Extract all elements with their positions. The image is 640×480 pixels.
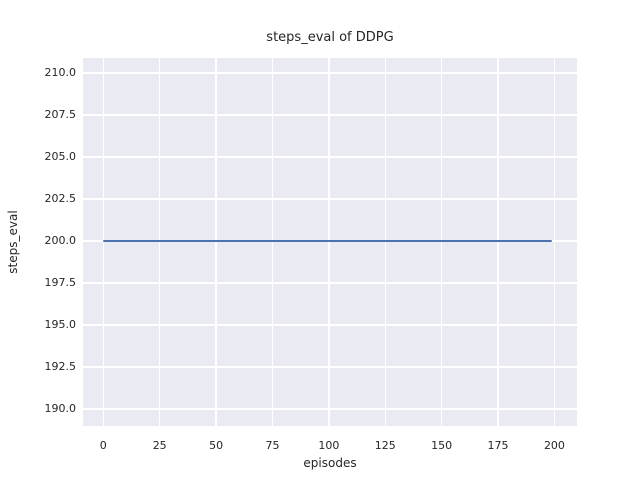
data-line-series [103, 240, 553, 243]
plot-area [83, 58, 577, 426]
chart-title: steps_eval of DDPG [266, 30, 394, 45]
y-tick-label: 192.5 [44, 360, 77, 374]
x-tick-label: 100 [318, 439, 340, 452]
y-tick-label: 197.5 [44, 276, 77, 290]
y-tick-label: 202.5 [44, 192, 77, 206]
gridline-horizontal [83, 366, 577, 368]
x-tick-label: 125 [374, 439, 396, 452]
gridline-horizontal [83, 408, 577, 410]
gridline-horizontal [83, 282, 577, 284]
y-tick-label: 207.5 [44, 108, 77, 122]
y-axis-label-text: steps_eval [6, 210, 20, 274]
gridline-horizontal [83, 324, 577, 326]
gridline-horizontal [83, 156, 577, 158]
x-tick-label: 75 [265, 439, 280, 452]
x-axis-label: episodes [303, 456, 357, 470]
y-tick-label: 210.0 [44, 66, 77, 80]
gridline-horizontal [83, 72, 577, 74]
gridline-vertical [553, 58, 556, 426]
x-tick-label: 175 [487, 439, 509, 452]
y-tick-label: 200.0 [44, 234, 77, 248]
x-tick-label: 150 [431, 439, 453, 452]
x-tick-label: 200 [543, 439, 565, 452]
gridline-horizontal [83, 198, 577, 200]
y-tick-label: 190.0 [44, 402, 77, 416]
x-tick-label: 0 [99, 439, 107, 452]
x-tick-label: 50 [209, 439, 224, 452]
x-tick-label: 25 [152, 439, 167, 452]
y-tick-label: 195.0 [44, 318, 77, 332]
y-tick-label: 205.0 [44, 150, 77, 164]
gridline-horizontal [83, 114, 577, 116]
